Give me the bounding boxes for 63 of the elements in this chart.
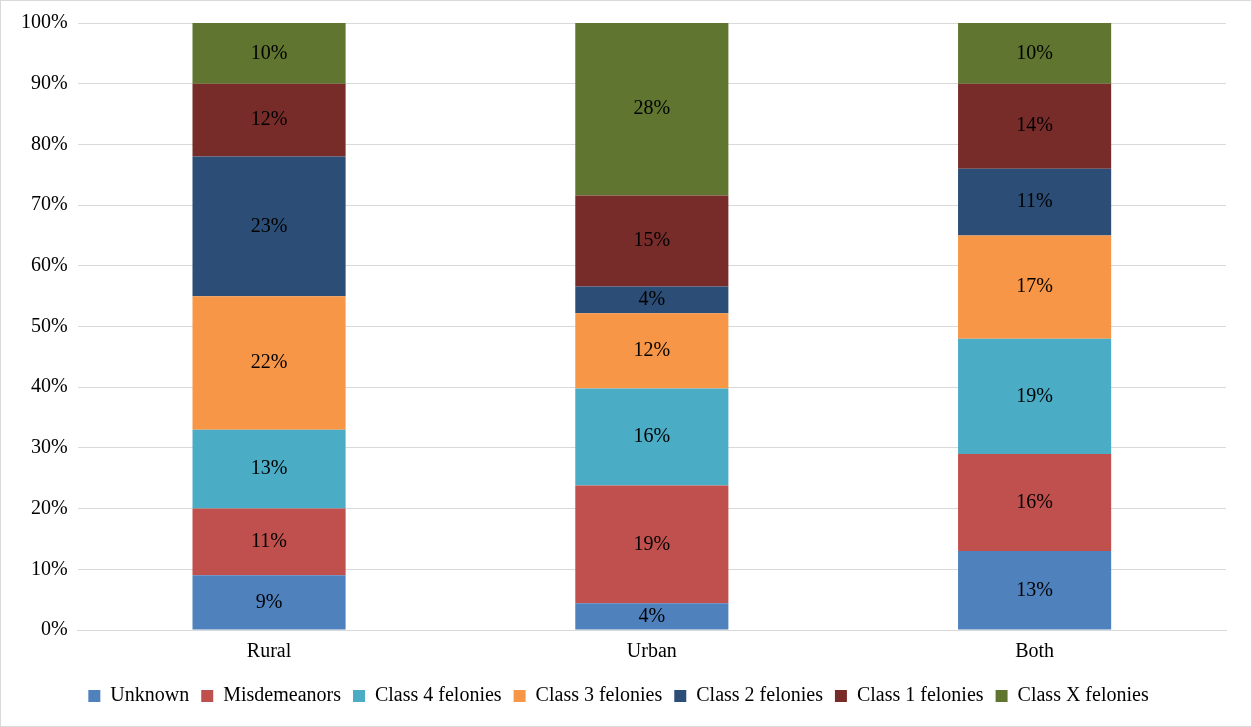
- bar: [575, 388, 729, 486]
- x-tick-label: Urban: [626, 639, 677, 662]
- bar: [575, 23, 729, 196]
- data-label: 16%: [1016, 489, 1053, 512]
- y-tick-label: 90%: [30, 70, 68, 93]
- data-label: 12%: [633, 338, 671, 361]
- legend-label: Misdemeanors: [223, 683, 342, 706]
- legend-label: Class 2 felonies: [696, 683, 824, 706]
- data-label: 14%: [1016, 113, 1053, 136]
- bar: [192, 429, 346, 509]
- bar: [958, 338, 1112, 454]
- data-label: 13%: [1016, 577, 1053, 600]
- legend-label: Class 3 felonies: [535, 683, 663, 706]
- bar: [192, 23, 346, 84]
- bar: [192, 575, 346, 630]
- legend-label: Class 4 felonies: [374, 683, 502, 706]
- data-label: 23%: [250, 213, 288, 236]
- data-label: 19%: [633, 531, 671, 554]
- legend-label: Class X felonies: [1017, 683, 1149, 706]
- data-label: 10%: [1016, 40, 1053, 63]
- data-label: 22%: [250, 350, 288, 373]
- bar: [192, 508, 346, 576]
- bar: [575, 485, 729, 604]
- legend-label: Class 1 felonies: [856, 683, 984, 706]
- bar: [958, 83, 1112, 169]
- bar: [958, 168, 1112, 236]
- data-label: 10%: [250, 40, 288, 63]
- y-tick-label: 40%: [30, 374, 68, 397]
- data-label: 4%: [638, 603, 666, 626]
- bar: [958, 23, 1112, 84]
- data-label: 9%: [255, 589, 283, 612]
- data-label: 15%: [633, 228, 671, 251]
- bar: [575, 286, 729, 314]
- bar: [192, 296, 346, 430]
- y-tick-label: 50%: [30, 313, 68, 336]
- bar: [575, 195, 729, 287]
- bar: [192, 156, 346, 297]
- data-label: 16%: [633, 424, 671, 447]
- data-label: 11%: [1016, 189, 1053, 212]
- bar: [192, 83, 346, 157]
- x-tick-label: Rural: [246, 639, 292, 662]
- y-tick-label: 100%: [20, 10, 68, 33]
- y-tick-label: 20%: [30, 495, 68, 518]
- data-label: 4%: [638, 287, 666, 310]
- bar: [575, 313, 729, 389]
- data-label: 13%: [250, 456, 288, 479]
- data-label: 28%: [633, 96, 671, 119]
- y-tick-label: 80%: [30, 131, 68, 154]
- y-tick-label: 0%: [40, 617, 68, 640]
- legend-label: Unknown: [110, 683, 190, 706]
- bar: [575, 603, 729, 630]
- data-label: 12%: [250, 107, 288, 130]
- bar: [958, 453, 1112, 552]
- data-label: 17%: [1016, 274, 1053, 297]
- y-tick-label: 10%: [30, 556, 68, 579]
- bar: [958, 551, 1112, 630]
- data-label: 19%: [1016, 383, 1053, 406]
- data-label: 11%: [251, 529, 288, 552]
- y-tick-label: 70%: [30, 192, 68, 215]
- y-tick-label: 30%: [30, 435, 68, 458]
- bar: [958, 235, 1112, 339]
- x-tick-label: Both: [1015, 639, 1055, 662]
- y-tick-label: 60%: [30, 253, 68, 276]
